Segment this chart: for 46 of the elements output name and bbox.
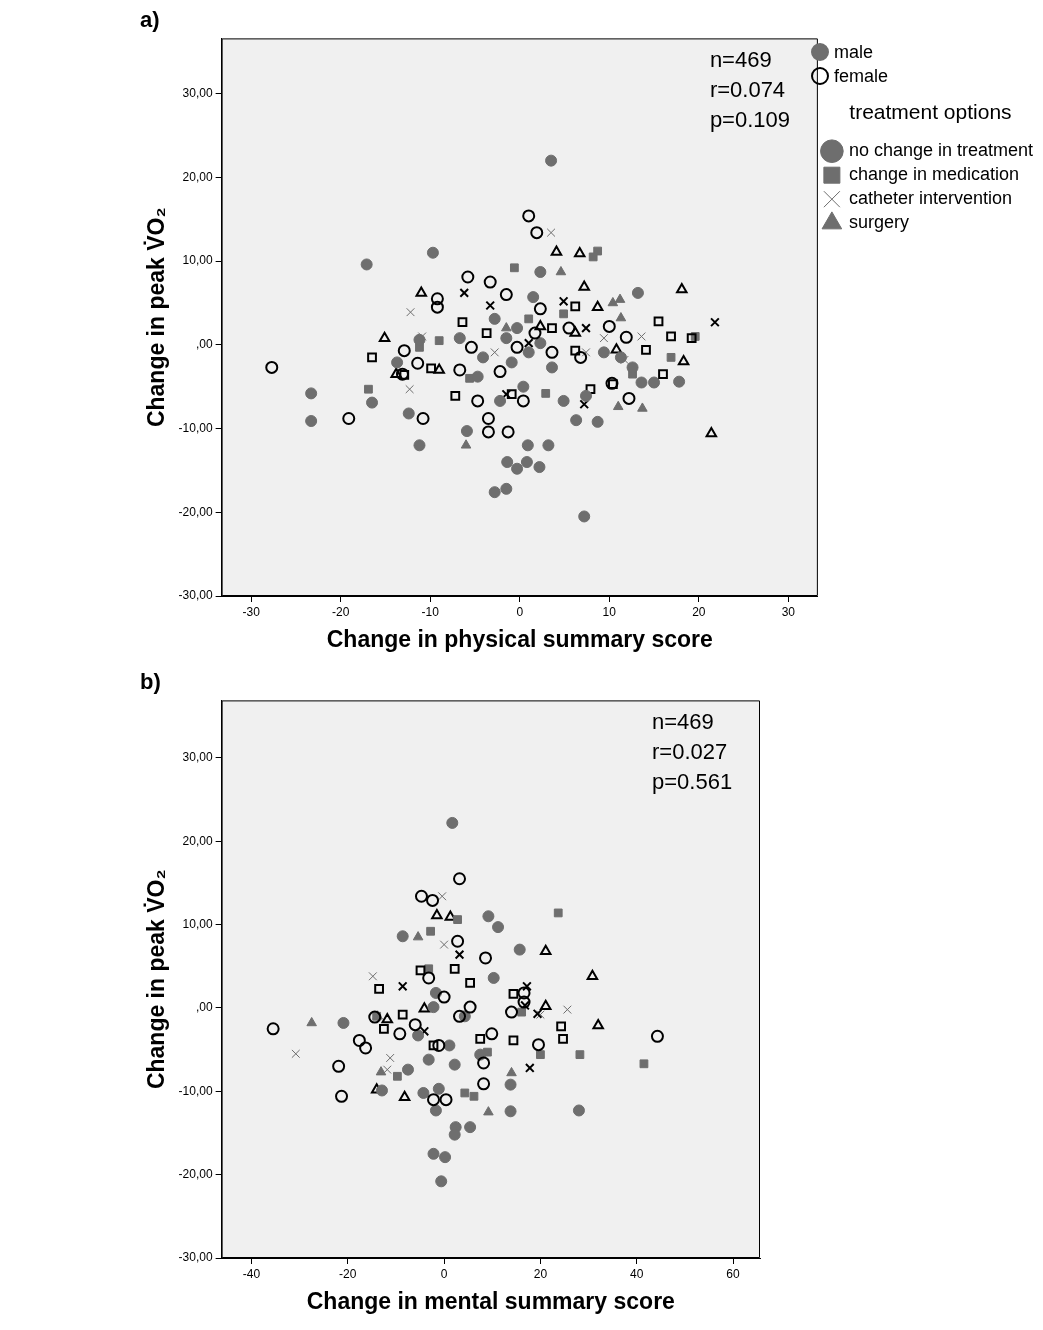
legend-label: no change in treatment [848, 140, 1033, 161]
x-tick-label: 20 [533, 1266, 548, 1281]
y-tick-label: 10,00 [182, 253, 213, 268]
annotation: r=0.027 [652, 739, 728, 765]
text: female [834, 65, 889, 88]
text: male [834, 41, 874, 64]
chart-title: b) [140, 669, 161, 695]
x-axis-title: Change in mental summary score [306, 1287, 675, 1314]
x-tick-label: -40 [242, 1266, 261, 1281]
x-tick-label: 60 [726, 1266, 741, 1281]
x-tick-label: -20 [332, 604, 350, 619]
y-tick-label: 30,00 [182, 750, 213, 765]
annotation: n=469 [652, 709, 714, 735]
y-tick-label: ,00 [195, 1000, 213, 1015]
chart-title: a) [140, 7, 160, 33]
y-axis-title: Change in peak V̇O₂ [142, 207, 170, 428]
annotation: p=0.561 [652, 769, 733, 795]
y-tick-label: -10,00 [178, 420, 213, 435]
y-tick-label: -30,00 [178, 1250, 213, 1265]
x-axis-title: Change in physical summary score [326, 625, 713, 652]
legend-label: change in medication [848, 164, 1019, 185]
y-tick-label: -20,00 [178, 504, 213, 519]
annotation: p=0.109 [709, 107, 791, 133]
x-tick-label: 30 [781, 604, 796, 619]
y-tick-label: 20,00 [182, 169, 213, 184]
x-tick-label: 10 [602, 604, 617, 619]
x-tick-label: 0 [516, 604, 524, 619]
legend-label: catheter intervention [848, 188, 1012, 209]
annotation: r=0.074 [709, 77, 786, 103]
x-tick-label: -30 [242, 604, 261, 619]
y-tick-label: ,00 [195, 337, 213, 352]
y-tick-label: -30,00 [178, 588, 213, 603]
y-tick-label: 30,00 [182, 85, 213, 100]
y-tick-label: 20,00 [182, 833, 213, 848]
y-tick-label: 10,00 [182, 916, 213, 931]
x-tick-label: -10 [421, 604, 440, 619]
y-axis-title: Change in peak V̇O₂ [142, 869, 170, 1090]
x-tick-label: 40 [630, 1266, 644, 1281]
y-tick-label: -20,00 [178, 1166, 213, 1181]
x-tick-label: 20 [692, 604, 706, 619]
x-tick-label: -20 [339, 1266, 357, 1281]
annotation: n=469 [709, 47, 772, 73]
legend-label: surgery [848, 212, 909, 233]
legend-title: treatment options [849, 100, 1012, 124]
y-tick-label: -10,00 [178, 1083, 213, 1098]
x-tick-label: 0 [440, 1266, 448, 1281]
